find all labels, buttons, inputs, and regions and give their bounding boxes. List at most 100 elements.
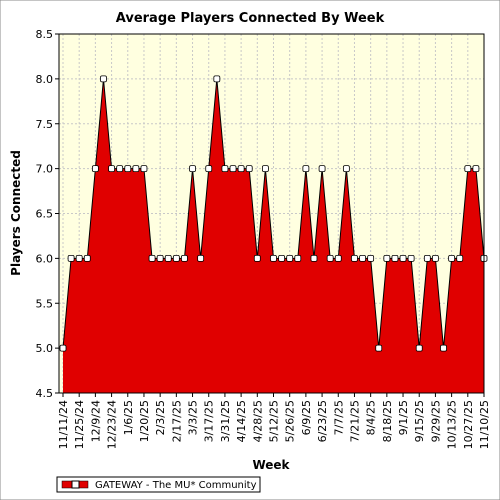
x-tick-label: 6/23/25 <box>316 400 329 442</box>
data-point-7/14/25 <box>342 165 350 173</box>
y-tick-label: 8.0 <box>36 73 54 86</box>
data-point-8/25/25 <box>391 254 399 262</box>
x-tick-label: 7/7/25 <box>332 400 345 435</box>
x-tick-label: 11/25/24 <box>73 400 86 449</box>
x-tick-label: 10/13/25 <box>446 400 459 449</box>
x-tick-label: 12/23/24 <box>106 400 119 449</box>
x-axis-ticks: 11/11/24 11/25/24 12/9/24 12/23/24 1/6/25 1/2… <box>57 393 491 449</box>
x-tick-label: 5/26/25 <box>284 400 297 442</box>
data-point-8/11/25 <box>375 344 383 352</box>
y-axis-ticks: 4.5 5.0 5.5 6.0 6.5 7.0 7.5 8.0 8.5 <box>36 28 59 400</box>
x-tick-label: 9/15/25 <box>413 400 426 442</box>
data-point-12/2/24 <box>83 254 91 262</box>
data-point-6/9/25 <box>302 165 310 173</box>
data-point-8/18/25 <box>383 254 391 262</box>
x-tick-label: 4/28/25 <box>251 400 264 442</box>
x-tick-label: 3/31/25 <box>219 400 232 442</box>
data-point-2/3/25 <box>156 254 164 262</box>
data-point-11/11/24 <box>59 344 67 352</box>
y-tick-label: 6.5 <box>36 208 54 221</box>
data-point-7/21/25 <box>351 254 358 262</box>
data-point-9/1/25 <box>399 254 407 262</box>
x-tick-label: 12/9/24 <box>89 400 102 442</box>
chart-title: Average Players Connected By Week <box>116 11 385 26</box>
data-point-6/30/25 <box>326 254 334 262</box>
x-tick-label: 2/3/25 <box>154 400 167 435</box>
data-point-11/25/24 <box>75 254 83 262</box>
data-point-12/30/24 <box>116 165 124 173</box>
data-point-12/16/24 <box>100 75 107 83</box>
x-tick-label: 8/18/25 <box>381 400 394 442</box>
x-axis-title: Week <box>252 458 290 472</box>
data-point-3/17/25 <box>205 165 213 173</box>
data-point-4/7/25 <box>229 165 237 173</box>
data-point-5/12/25 <box>270 254 277 262</box>
data-point-5/5/25 <box>261 165 269 173</box>
data-point-3/24/25 <box>213 75 221 83</box>
x-tick-label: 7/21/25 <box>348 400 361 442</box>
x-tick-label: 3/3/25 <box>187 400 200 435</box>
y-tick-label: 7.0 <box>36 163 54 176</box>
y-tick-label: 5.5 <box>36 297 54 310</box>
data-point-6/23/25 <box>318 165 326 173</box>
legend-marker <box>71 480 80 489</box>
x-tick-label: 11/11/24 <box>57 400 70 449</box>
data-point-1/27/25 <box>148 254 156 262</box>
x-tick-label: 4/14/25 <box>235 400 248 442</box>
data-point-5/19/25 <box>278 254 286 262</box>
data-point-9/15/25 <box>415 344 423 352</box>
data-point-3/31/25 <box>221 165 229 173</box>
data-point-9/29/25 <box>432 254 439 262</box>
x-tick-label: 9/1/25 <box>397 400 410 435</box>
data-point-1/13/25 <box>132 165 140 173</box>
data-point-5/26/25 <box>286 254 294 262</box>
data-point-12/23/24 <box>108 165 115 173</box>
x-tick-label: 11/10/25 <box>478 400 491 449</box>
data-point-3/10/25 <box>197 254 205 262</box>
y-tick-label: 6.0 <box>36 252 54 265</box>
data-point-11/3/25 <box>472 165 480 173</box>
data-point-10/13/25 <box>448 254 456 262</box>
data-point-3/3/25 <box>189 165 196 173</box>
data-point-6/16/25 <box>310 254 318 262</box>
data-point-6/2/25 <box>294 254 302 262</box>
data-point-4/28/25 <box>253 254 261 262</box>
x-tick-label: 1/20/25 <box>138 400 151 442</box>
x-tick-label: 6/9/25 <box>300 400 313 435</box>
data-point-2/17/25 <box>172 254 180 262</box>
data-point-4/14/25 <box>237 165 245 173</box>
data-point-7/28/25 <box>359 254 366 262</box>
x-tick-label: 9/29/25 <box>429 400 442 442</box>
data-point-2/10/25 <box>164 254 172 262</box>
data-point-4/21/25 <box>245 165 253 173</box>
data-point-10/20/25 <box>456 254 464 262</box>
data-point-1/6/25 <box>124 165 132 173</box>
x-tick-label: 5/12/25 <box>268 400 281 442</box>
data-point-7/7/25 <box>334 254 342 262</box>
data-point-11/18/24 <box>67 254 75 262</box>
data-point-9/22/25 <box>423 254 431 262</box>
y-tick-label: 4.5 <box>36 387 54 400</box>
data-point-12/9/24 <box>91 165 99 173</box>
y-axis-title: Players Connected <box>9 150 23 276</box>
data-point-10/6/25 <box>440 344 447 352</box>
x-tick-label: 2/17/25 <box>170 400 183 442</box>
x-tick-label: 3/17/25 <box>203 400 216 442</box>
y-tick-label: 8.5 <box>36 28 54 41</box>
data-point-10/27/25 <box>464 165 472 173</box>
data-point-9/8/25 <box>407 254 415 262</box>
series-area <box>63 78 484 393</box>
data-point-2/24/25 <box>181 254 188 262</box>
y-tick-label: 5.0 <box>36 342 54 355</box>
x-tick-label: 1/6/25 <box>122 400 135 435</box>
x-tick-label: 10/27/25 <box>462 400 475 449</box>
legend-label: GATEWAY - The MU* Community <box>95 480 257 491</box>
legend-box <box>56 476 261 493</box>
y-tick-label: 7.5 <box>36 118 54 131</box>
x-tick-label: 8/4/25 <box>365 400 378 435</box>
series-markers <box>59 75 488 352</box>
data-point-1/20/25 <box>140 165 148 173</box>
data-point-8/4/25 <box>367 254 375 262</box>
legend: GATEWAY - The MU* Community <box>56 476 261 493</box>
